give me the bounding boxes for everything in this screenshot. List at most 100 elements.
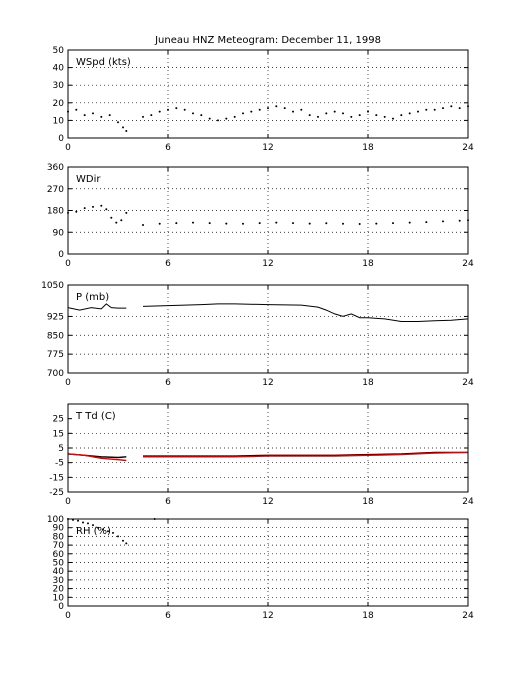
- data-point-wdir: [92, 205, 94, 208]
- panel-label-pressure: P (mb): [76, 292, 109, 303]
- data-point-wspd: [292, 110, 294, 113]
- data-point-wspd: [375, 114, 378, 117]
- y-tick-label: 10: [53, 593, 65, 603]
- x-tick-label: 0: [65, 611, 71, 621]
- data-point-wspd: [400, 114, 403, 117]
- data-point-wdir: [158, 222, 161, 225]
- data-point-wdir: [308, 222, 311, 225]
- x-tick-label: 24: [462, 259, 474, 269]
- data-point-wspd: [458, 107, 461, 110]
- data-point-wspd: [267, 107, 269, 110]
- data-point-rh: [112, 531, 114, 534]
- y-tick-label: 700: [47, 369, 64, 379]
- y-tick-label: 50: [53, 46, 65, 56]
- x-tick-label: 24: [462, 497, 474, 507]
- y-tick-label: 0: [58, 134, 64, 144]
- panel-pressure: 0 6 12 18 24 700 775 850 925 1050 P (mb): [41, 281, 474, 388]
- y-tick-label: 360: [47, 163, 64, 173]
- series-line-pressure: [142, 303, 469, 322]
- data-point-wdir: [125, 211, 128, 214]
- y-tick-label: 10: [53, 116, 65, 126]
- data-point-wdir: [258, 222, 261, 225]
- data-point-rh: [82, 521, 84, 524]
- data-point-wspd: [367, 110, 369, 113]
- x-tick-label: 0: [65, 259, 71, 269]
- y-tick-label: 90: [53, 524, 65, 534]
- data-point-wspd: [433, 108, 436, 111]
- x-tick-label: 12: [262, 259, 273, 269]
- y-tick-label: 40: [53, 64, 65, 74]
- data-point-wspd: [117, 121, 119, 124]
- x-tick-label: 12: [262, 497, 273, 507]
- panel-label-wdir: WDir: [76, 174, 101, 185]
- y-tick-label: 0: [58, 250, 64, 260]
- panel-wdir: 0 6 12 18 24 0 90 180 270 360 WDir: [47, 163, 474, 269]
- x-tick-label: 6: [165, 497, 171, 507]
- panel-temp: 0 6 12 18 24 -25 -15 -5 5 15 25 T Td (C): [49, 403, 474, 507]
- data-point-wdir: [192, 221, 194, 224]
- x-tick-label: 6: [165, 259, 171, 269]
- y-tick-label: 5: [58, 444, 64, 454]
- x-tick-label: 24: [462, 378, 474, 388]
- data-point-wspd: [417, 110, 419, 113]
- data-point-wspd: [358, 114, 361, 117]
- data-point-rh: [102, 528, 104, 531]
- data-point-wdir: [175, 222, 178, 225]
- y-tick-label: 25: [53, 415, 64, 425]
- data-point-wspd: [325, 112, 328, 115]
- y-tick-label: 1050: [41, 281, 64, 291]
- chart-title: Juneau HNZ Meteogram: December 11, 1998: [154, 35, 381, 46]
- data-point-wspd: [83, 114, 86, 117]
- y-tick-label: 90: [53, 228, 65, 238]
- y-tick-label: 0: [58, 602, 64, 612]
- data-point-wdir: [292, 222, 294, 225]
- data-point-wspd: [75, 108, 78, 111]
- data-point-rh: [125, 542, 128, 545]
- data-point-wspd: [233, 115, 236, 118]
- data-point-wspd: [300, 108, 303, 111]
- data-point-wdir: [392, 222, 394, 225]
- x-tick-label: 0: [65, 497, 71, 507]
- data-point-wspd: [142, 115, 144, 118]
- x-tick-label: 0: [65, 143, 71, 153]
- y-tick-label: 30: [53, 576, 65, 586]
- y-tick-label: 80: [53, 532, 65, 542]
- panel-label-temp: T Td (C): [75, 411, 116, 422]
- y-tick-label: -5: [55, 459, 64, 469]
- y-tick-label: 100: [47, 515, 64, 525]
- data-point-wspd: [183, 108, 186, 111]
- y-tick-label: 20: [53, 99, 65, 109]
- data-point-wspd: [258, 108, 261, 111]
- panel-wspd: 0 6 12 18 24 0 10 20 30 40 50 WSpd (kts): [53, 46, 474, 153]
- data-point-wspd: [158, 110, 161, 113]
- x-tick-label: 12: [262, 611, 273, 621]
- data-point-wdir: [142, 224, 144, 226]
- data-point-wdir: [242, 222, 244, 225]
- data-point-wdir: [120, 219, 123, 222]
- data-point-rh: [97, 526, 99, 529]
- y-tick-label: 850: [47, 331, 64, 341]
- x-tick-label: 18: [362, 259, 374, 269]
- x-tick-label: 6: [165, 378, 171, 388]
- x-tick-label: 24: [462, 143, 474, 153]
- data-point-wspd: [342, 112, 344, 115]
- data-point-wdir: [442, 220, 444, 223]
- x-tick-label: 18: [362, 611, 374, 621]
- y-tick-label: 40: [53, 567, 65, 577]
- data-point-wspd: [383, 115, 386, 118]
- data-point-wdir: [275, 221, 278, 224]
- y-tick-label: 20: [53, 585, 65, 595]
- data-point-wspd: [167, 108, 169, 111]
- x-tick-label: 12: [262, 378, 273, 388]
- data-point-wspd: [308, 114, 311, 117]
- data-point-wspd: [392, 117, 394, 120]
- y-tick-label: 30: [53, 81, 65, 91]
- y-tick-label: 180: [47, 207, 64, 217]
- data-point-wspd: [317, 115, 319, 118]
- data-point-wdir: [225, 222, 228, 225]
- data-point-wspd: [283, 107, 286, 110]
- data-point-wspd: [425, 108, 428, 111]
- series-line-temp: [143, 451, 469, 458]
- x-tick-label: 18: [362, 497, 374, 507]
- data-point-wdir: [83, 207, 86, 210]
